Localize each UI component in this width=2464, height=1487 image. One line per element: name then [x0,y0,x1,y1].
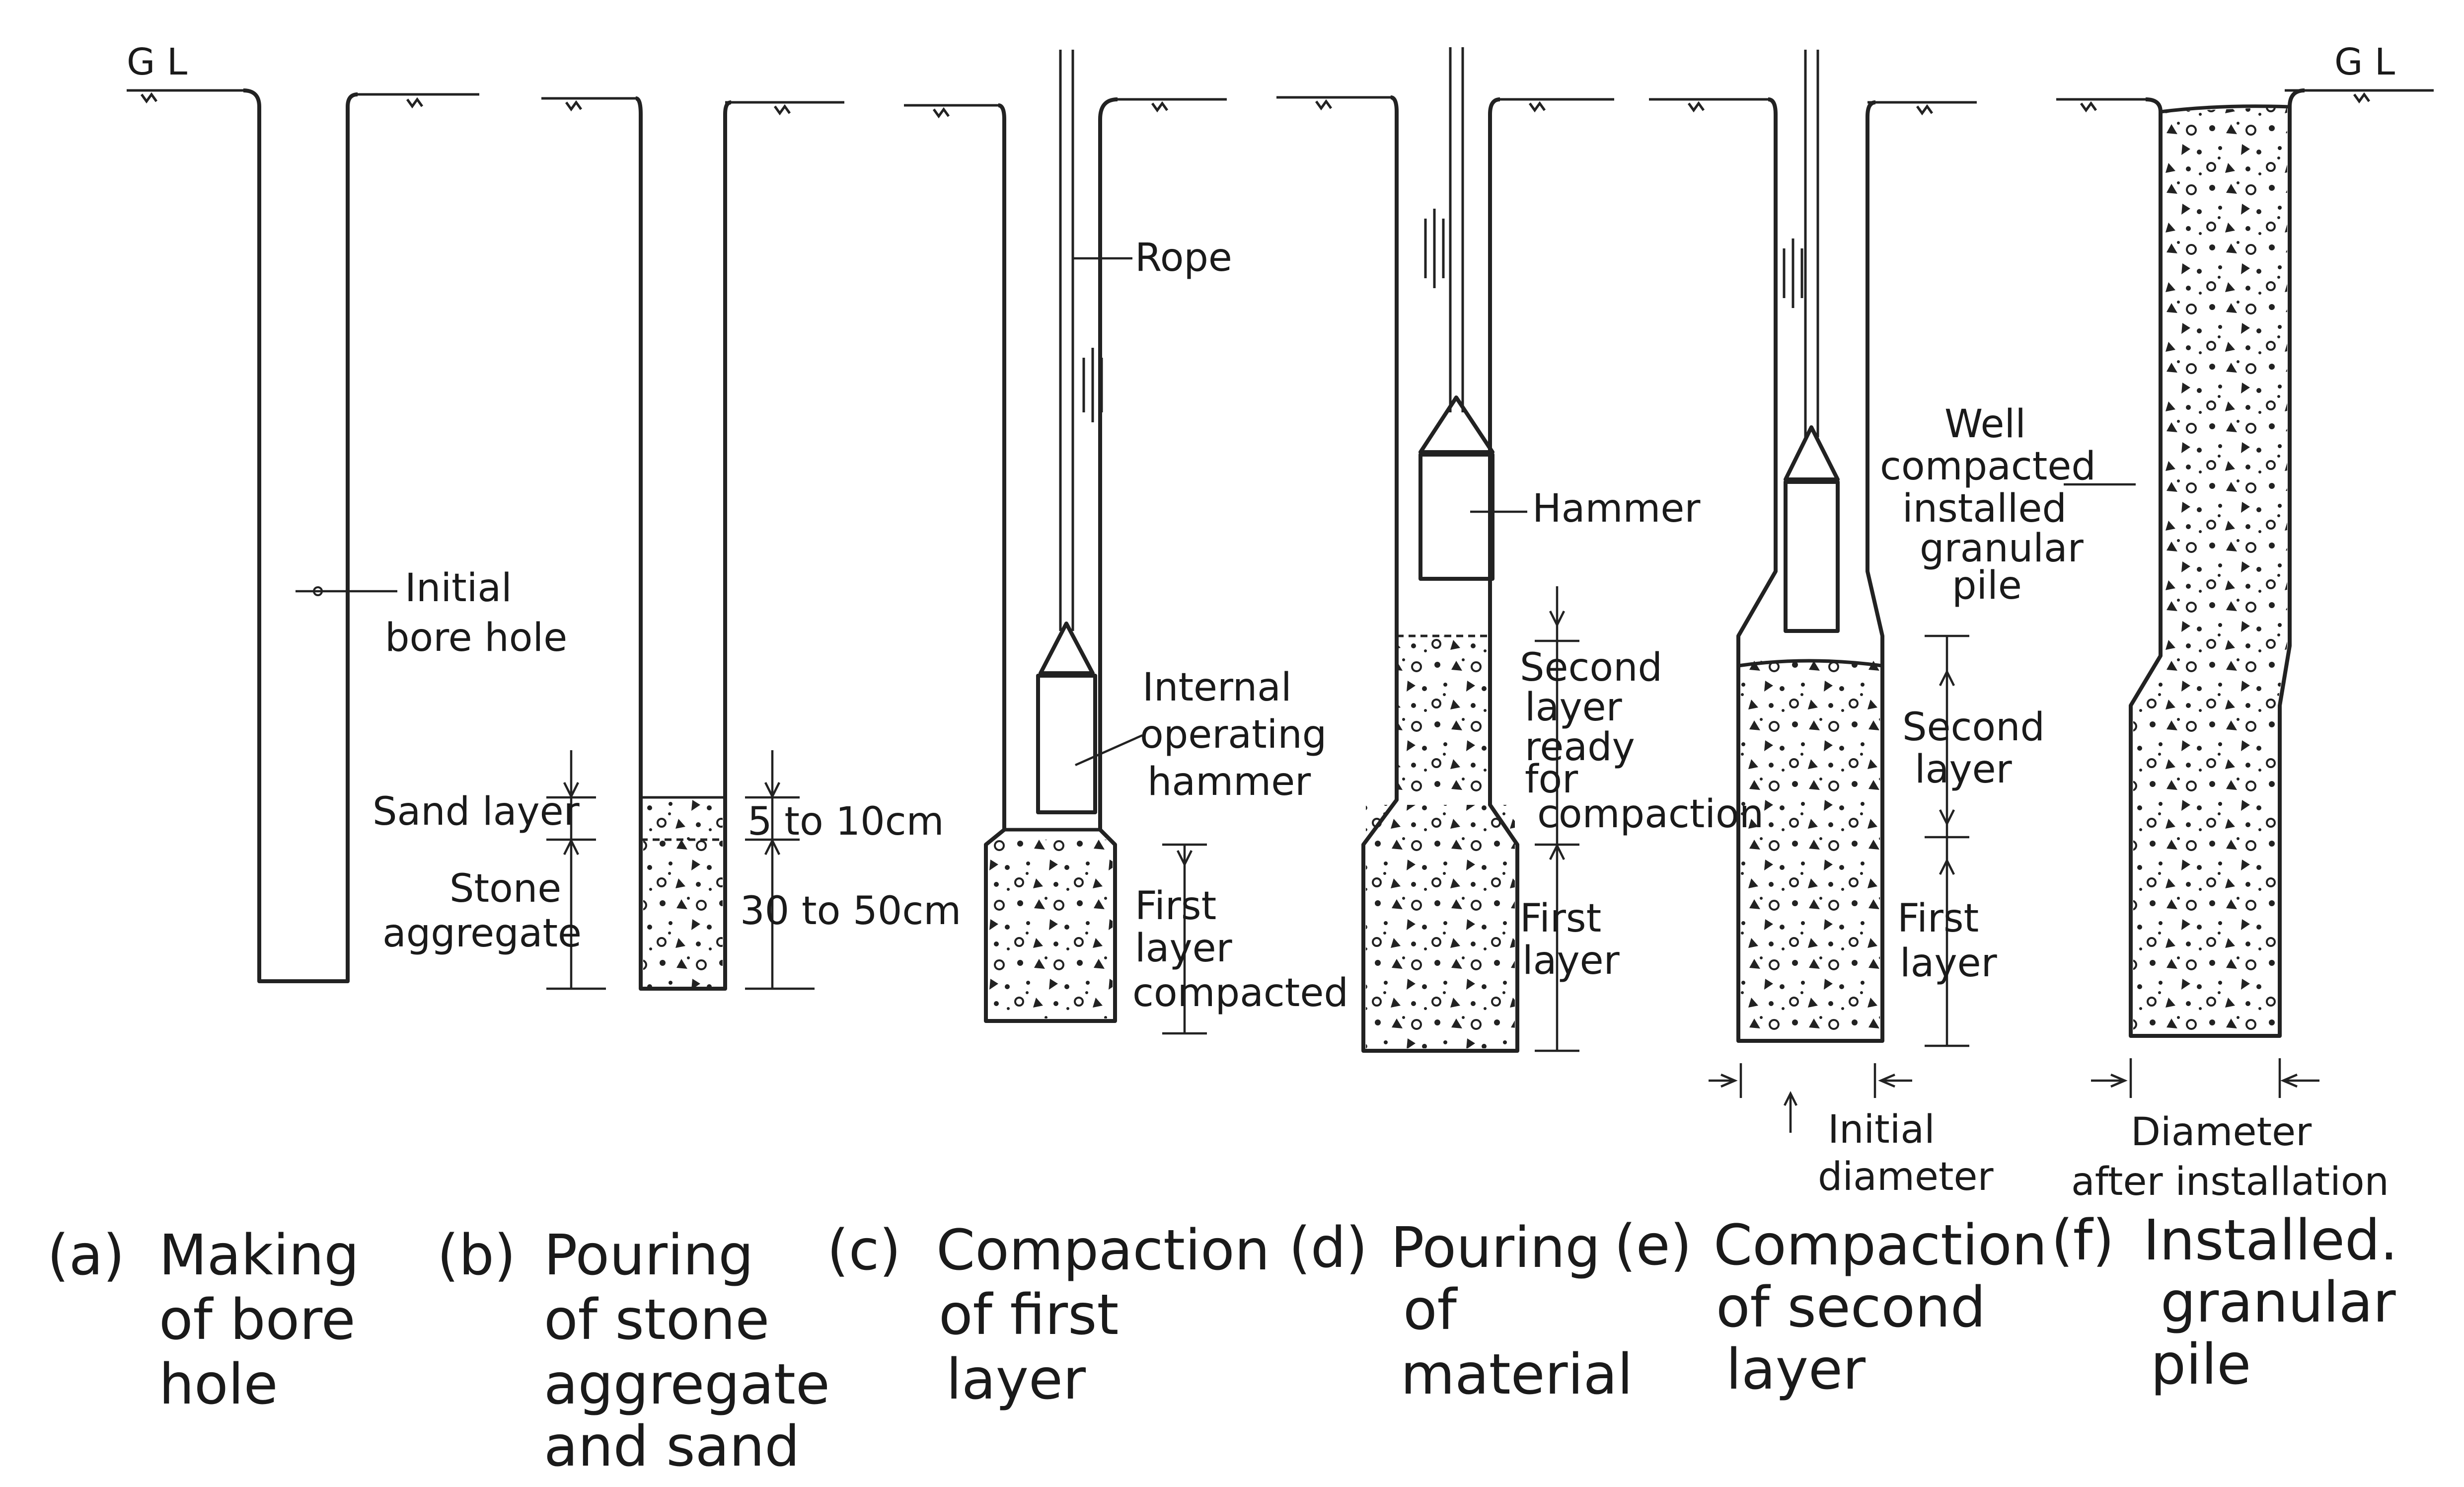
initial-diameter-label-2: diameter [1818,1155,1994,1199]
hammer-label: Hammer [1532,486,1701,531]
stone-aggregate-fill [643,797,723,989]
first-layer-d-label-2: layer [1522,939,1620,983]
caption-c-line-2: of first [939,1283,1119,1347]
bore-hole-e [1736,97,1884,1043]
second-layer-e-label-2: layer [1915,747,2013,792]
internal-hammer-c [1036,622,1097,814]
stone-aggregate-label-2: aggregate [382,911,582,956]
ground-hatch [140,92,2371,119]
bore-hole-d [1361,95,1519,1053]
installed-pile-fill-f [2133,107,2287,1033]
dim-5-10-label: 5 to 10cm [747,799,944,844]
gl-label-right: G L [2334,41,2395,83]
caption-e: (e) Compaction of second layer [1614,1213,2047,1402]
well-compacted-label-2: compacted [1880,444,2096,489]
internal-hammer-label-2: operating [1140,712,1327,757]
hammer-d [1419,395,1494,581]
first-layer-e-label-2: layer [1900,941,1998,986]
diameter-after-label-2: after installation [2071,1160,2389,1204]
caption-b-line-4: and sand [544,1414,800,1479]
second-layer-ready-label-4: for [1525,757,1578,802]
caption-a-tag: (a) [47,1223,125,1288]
leader-internal-hammer [1075,734,1143,767]
caption-f-line-2: granular [2161,1270,2396,1335]
caption-b-line-1: Pouring [544,1223,753,1288]
caption-c: (c) Compaction of first layer [827,1218,1270,1412]
first-layer-fill-d [1366,805,1515,1048]
motion-marks-e [1783,238,1803,308]
second-layer-ready-label-2: layer [1525,685,1623,730]
well-compacted-label-3: installed [1902,486,2067,531]
caption-e-tag: (e) [1614,1213,1692,1278]
bore-hole-a [243,88,358,983]
initial-diameter-label-1: Initial [1828,1107,1935,1152]
motion-marks-d [1424,209,1445,288]
dimension-marks-b-left [546,750,606,990]
caption-a-line-1: Making [159,1223,359,1288]
dimension-marks-e [1925,634,1969,1047]
second-layer-ready-label-1: Second [1520,645,1662,690]
caption-f-line-1: Installed. [2143,1208,2398,1273]
caption-c-tag: (c) [827,1218,901,1283]
gl-label-left: G L [127,41,187,83]
first-layer-compacted-label-2: layer [1135,926,1233,971]
second-layer-e-label-1: Second [1902,705,2045,750]
caption-b-line-3: aggregate [544,1352,830,1417]
second-layer-ready-label-5: compaction [1537,792,1764,837]
initial-bore-label-2: bore hole [385,616,567,660]
bore-hole-c [984,97,1118,1023]
well-compacted-label-5: pile [1952,563,2022,608]
diameter-after-label-1: Diameter [2131,1110,2312,1155]
well-compacted-label-1: Well [1944,402,2026,447]
caption-e-line-1: Compaction [1714,1213,2047,1278]
internal-hammer-label-3: hammer [1147,760,1311,804]
bore-hole-f [2129,88,2305,1038]
well-compacted-label-4: granular [1920,526,2084,571]
first-layer-e-label-1: First [1897,896,1979,941]
first-layer-compacted-label-3: compacted [1132,971,1348,1016]
dim-30-50-label: 30 to 50cm [740,889,961,934]
second-layer-ready-label-3: ready [1525,725,1635,770]
caption-d-line-1: Pouring [1391,1216,1600,1280]
hammer-e [1784,425,1840,633]
caption-f: (f) Installed. granular pile [2051,1208,2398,1397]
caption-d-line-2: of [1403,1278,1458,1342]
initial-bore-label-1: Initial [405,566,512,611]
first-layer-d-label-1: First [1520,896,1601,941]
caption-b-tag: (b) [437,1223,516,1288]
first-layer-compacted-label-1: First [1135,884,1216,929]
diameter-after-marks [2091,1058,2319,1098]
caption-c-line-1: Compaction [936,1218,1270,1283]
internal-hammer-label-1: Internal [1142,665,1292,710]
caption-d-line-3: material [1401,1342,1633,1407]
ground-line [127,89,2434,107]
compacted-layers-fill-e [1741,661,1880,1038]
sand-layer-label: Sand layer [373,789,580,834]
caption-e-line-2: of second [1716,1275,1986,1340]
motion-marks-c [1082,348,1103,422]
initial-diameter-marks [1709,1063,1912,1133]
rope-label: Rope [1135,235,1232,280]
caption-e-line-3: layer [1726,1337,1866,1402]
caption-a: (a) Making of bore hole [47,1223,359,1417]
dimension-marks-c [1162,843,1207,1035]
caption-a-line-3: hole [159,1352,278,1417]
dimension-marks-d [1535,586,1579,1052]
caption-d-tag: (d) [1289,1216,1367,1280]
caption-f-line-3: pile [2151,1332,2251,1397]
caption-b-line-2: of stone [544,1288,769,1352]
caption-f-tag: (f) [2051,1208,2114,1273]
dimension-marks-b-right [745,750,815,990]
caption-c-line-3: layer [946,1347,1086,1412]
first-layer-fill-c [988,840,1113,1018]
caption-d: (d) Pouring of material [1289,1216,1633,1407]
stone-aggregate-label-1: Stone [449,866,561,911]
caption-a-line-2: of bore [159,1288,356,1352]
caption-b: (b) Pouring of stone aggregate and sand [437,1223,830,1479]
second-layer-fill-d [1398,636,1488,800]
